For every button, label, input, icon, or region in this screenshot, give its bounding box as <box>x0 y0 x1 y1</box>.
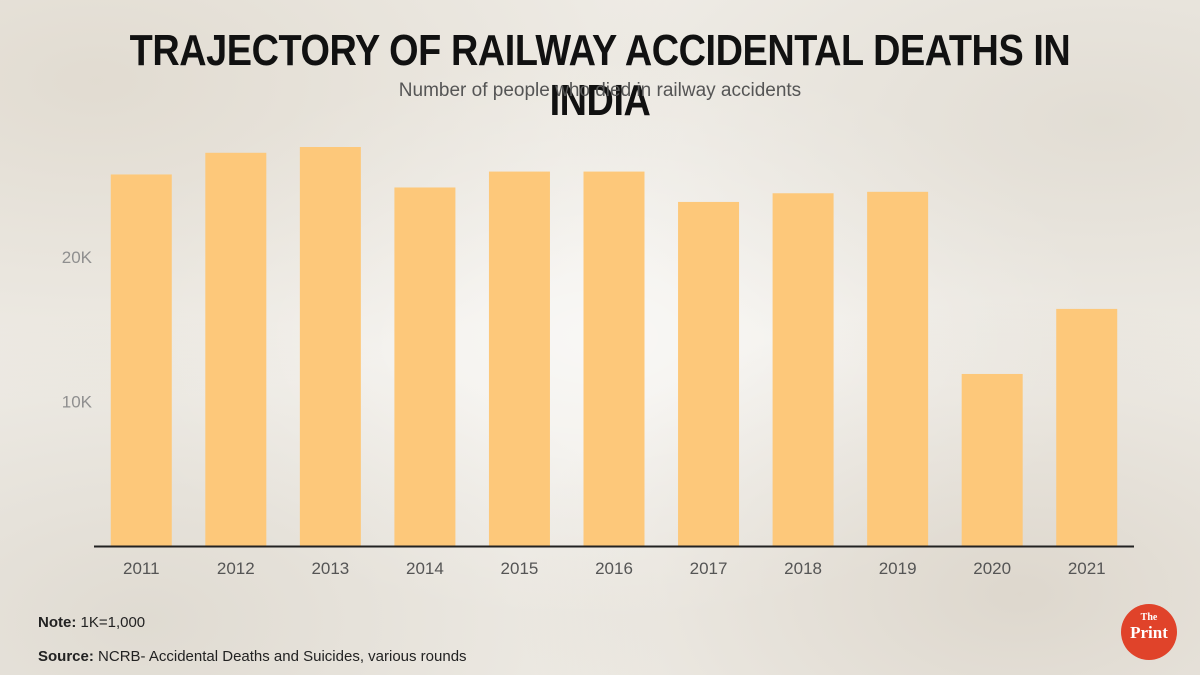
bar-2016 <box>583 171 645 546</box>
y-tick-label: 20K <box>62 248 93 267</box>
source-label: Source: <box>38 648 94 665</box>
x-tick-label: 2018 <box>784 559 822 578</box>
x-tick-label: 2015 <box>501 559 539 578</box>
source-text: NCRB- Accidental Deaths and Suicides, va… <box>98 648 467 665</box>
x-tick-label: 2011 <box>123 559 160 578</box>
bar-2012 <box>205 152 267 547</box>
note-label: Note: <box>38 614 77 631</box>
x-tick-label: 2013 <box>311 559 349 578</box>
x-tick-label: 2017 <box>690 559 728 578</box>
x-tick-label: 2019 <box>879 559 917 578</box>
y-tick-label: 10K <box>62 392 93 411</box>
x-tick-label: 2016 <box>595 559 633 578</box>
bar-2017 <box>678 201 740 546</box>
x-tick-label: 2021 <box>1068 559 1106 578</box>
x-tick-label: 2014 <box>406 559 444 578</box>
bar-2015 <box>488 171 550 546</box>
theprint-logo: The Print <box>1121 604 1177 660</box>
bar-2018 <box>772 193 834 546</box>
logo-the-text: The <box>1140 612 1158 623</box>
bar-2019 <box>867 191 929 546</box>
x-tick-label: 2012 <box>217 559 255 578</box>
note-text: 1K=1,000 <box>80 614 146 631</box>
bar-2011 <box>110 174 172 546</box>
bar-2014 <box>394 187 456 546</box>
bar-2020 <box>961 373 1023 546</box>
note-line: Note: 1K=1,000 <box>38 614 145 631</box>
logo-print-text: Print <box>1130 623 1168 642</box>
bar-2013 <box>299 147 361 546</box>
bar-2021 <box>1056 308 1118 546</box>
chart-subtitle: Number of people who died in railway acc… <box>398 80 802 101</box>
source-line: Source: NCRB- Accidental Deaths and Suic… <box>38 648 467 665</box>
x-tick-label: 2020 <box>973 559 1011 578</box>
chart-title: TRAJECTORY OF RAILWAY ACCIDENTAL DEATHS … <box>129 26 1071 125</box>
